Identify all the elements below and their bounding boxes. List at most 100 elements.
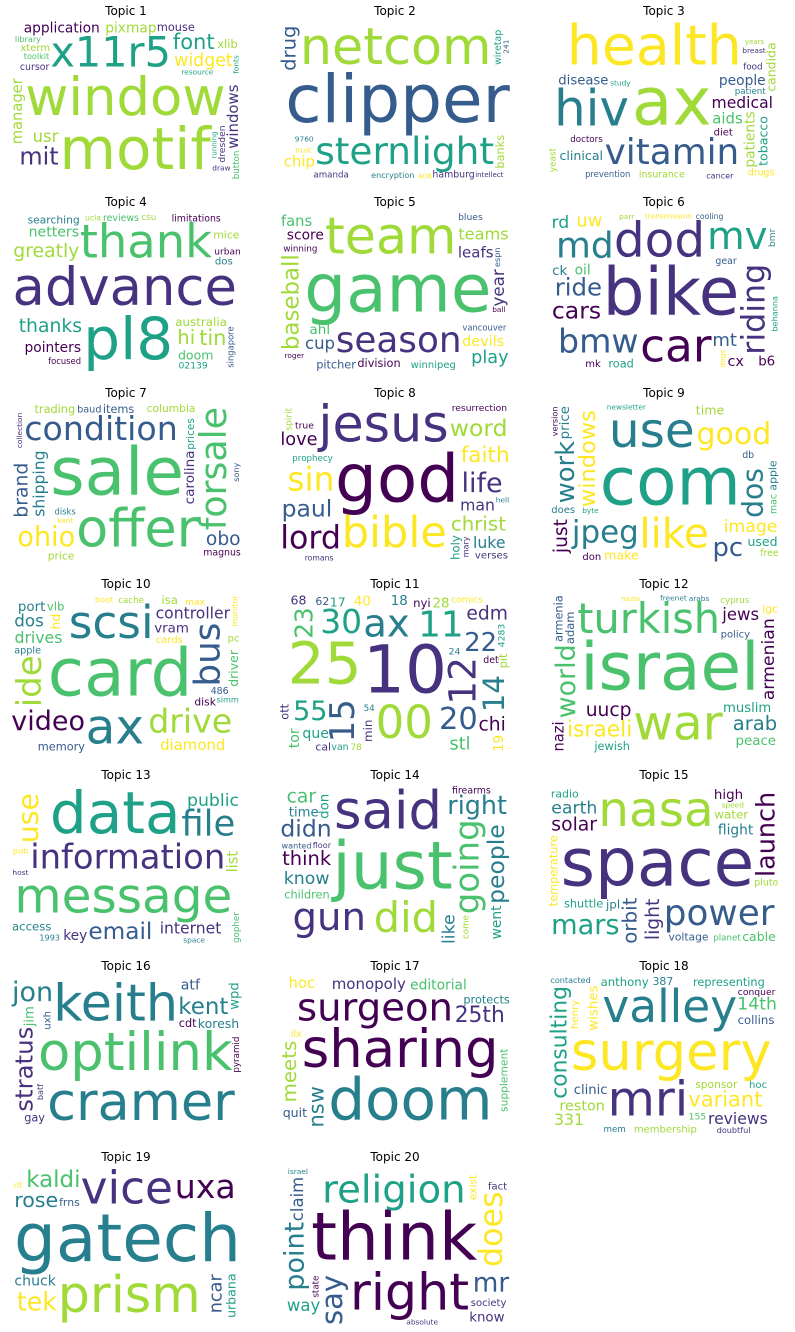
cloud-word: md bbox=[556, 225, 614, 266]
cloud-word: atf bbox=[181, 977, 201, 993]
cloud-word: dos bbox=[14, 611, 44, 631]
cloud-word: policy bbox=[721, 629, 751, 640]
cloud-word: australia bbox=[175, 315, 227, 329]
topic-panel: Topic 20 think right say religion mr does point… bbox=[279, 1150, 511, 1332]
cloud-word: toolkit bbox=[24, 51, 49, 61]
cloud-word: van bbox=[331, 742, 348, 753]
cloud-word: igc bbox=[762, 602, 778, 615]
word-cloud: sale offer forsale condition ohio shipping bra… bbox=[10, 403, 242, 563]
topic-title: Topic 8 bbox=[374, 386, 416, 400]
cloud-word: disk bbox=[194, 695, 216, 708]
cloud-word: consulting bbox=[548, 986, 573, 1099]
cloud-word: world bbox=[551, 644, 582, 718]
cloud-word: brand bbox=[12, 463, 33, 518]
cloud-word: editorial bbox=[410, 978, 467, 994]
cloud-word: sale bbox=[50, 434, 184, 511]
cloud-word: 28 bbox=[433, 596, 450, 611]
cloud-word: que bbox=[302, 726, 329, 742]
cloud-word: time bbox=[289, 806, 319, 821]
cloud-word: reviews bbox=[103, 213, 139, 224]
cloud-word: transmission bbox=[645, 212, 693, 221]
cloud-word: cal bbox=[315, 741, 331, 754]
cloud-word: water bbox=[714, 807, 748, 821]
cloud-word: diet bbox=[714, 128, 733, 139]
cloud-word: doctors bbox=[570, 135, 603, 145]
topic-panel: Topic 17 sharing doom surgeon meets 25th nsw mo… bbox=[279, 959, 511, 1141]
cloud-word: bmw bbox=[558, 322, 639, 361]
cloud-word: disks bbox=[55, 506, 76, 516]
cloud-word: pc bbox=[713, 533, 744, 563]
cloud-word: israeli bbox=[567, 718, 632, 743]
cloud-word: ride bbox=[555, 273, 602, 302]
cloud-word: mr bbox=[473, 1269, 510, 1299]
cloud-word: items bbox=[103, 403, 135, 416]
cloud-word: armenia bbox=[553, 595, 566, 642]
cloud-word: draw bbox=[212, 163, 230, 172]
cloud-word: mary bbox=[461, 536, 471, 557]
cloud-word: ohio bbox=[17, 522, 75, 553]
cloud-word: time bbox=[696, 403, 725, 418]
cloud-word: 11 bbox=[418, 605, 464, 646]
cloud-word: teams bbox=[458, 224, 508, 243]
cloud-word: representing bbox=[693, 976, 765, 989]
cloud-word: mars bbox=[551, 910, 620, 941]
cloud-word: car bbox=[640, 320, 712, 372]
cloud-word: jon bbox=[11, 977, 53, 1008]
cloud-word: jpl bbox=[605, 897, 620, 911]
cloud-word: manager bbox=[10, 77, 26, 144]
topic-panel: Topic 14 just said did gun going right think peo… bbox=[279, 768, 511, 950]
cloud-word: wishes bbox=[587, 985, 602, 1030]
cloud-word: don bbox=[318, 794, 333, 819]
cloud-word: nsw bbox=[304, 1086, 328, 1127]
cloud-word: xterm bbox=[20, 43, 50, 54]
cloud-word: behanna bbox=[769, 296, 779, 331]
cloud-word: nyi bbox=[413, 596, 431, 610]
cloud-word: cursor bbox=[20, 62, 50, 73]
word-cloud: surgery mri valley consulting variant reviews… bbox=[548, 976, 780, 1136]
cloud-word: offer bbox=[76, 499, 199, 560]
cloud-word: point bbox=[279, 1222, 310, 1291]
cloud-word: gear bbox=[715, 256, 736, 267]
cloud-word: know bbox=[469, 1311, 504, 1326]
word-cloud: 10 25 00 ax 12 11 15 30 20 14 55 22 23 edm chi min que pi… bbox=[279, 594, 511, 754]
cloud-word: team bbox=[325, 212, 457, 265]
cloud-word: conquer bbox=[738, 987, 776, 998]
cloud-word: peace bbox=[736, 734, 777, 749]
cloud-word: memory bbox=[38, 741, 86, 754]
cloud-word: advance bbox=[13, 257, 237, 318]
cloud-word: pluto bbox=[754, 878, 778, 889]
cloud-word: uxa bbox=[175, 1167, 236, 1206]
cloud-word: breast bbox=[742, 46, 765, 55]
cloud-word: used bbox=[748, 534, 778, 549]
cloud-word: file bbox=[181, 803, 235, 844]
cloud-word: 23 bbox=[289, 607, 318, 638]
cloud-word: sternlight bbox=[315, 129, 494, 173]
cloud-word: hamburg bbox=[432, 170, 474, 181]
cloud-word: stratus bbox=[10, 1027, 39, 1112]
word-cloud: ax health hiv vitamin medical people patients d… bbox=[548, 21, 780, 181]
cloud-word: 19 bbox=[492, 735, 507, 752]
cloud-word: luke bbox=[473, 533, 505, 552]
cloud-word: way bbox=[287, 1296, 321, 1315]
cloud-word: kent bbox=[57, 516, 73, 525]
cloud-word: 30 bbox=[320, 602, 362, 641]
cloud-word: email bbox=[88, 918, 152, 945]
cloud-word: 12 bbox=[440, 657, 484, 705]
cloud-word: version bbox=[549, 407, 559, 437]
cloud-word: 17 bbox=[330, 595, 346, 610]
cloud-word: resurrection bbox=[452, 403, 508, 414]
cloud-word: ball bbox=[492, 305, 505, 314]
cloud-word: winning bbox=[283, 245, 317, 255]
cloud-word: use bbox=[12, 793, 45, 843]
cloud-word: fact bbox=[488, 1181, 507, 1192]
cloud-word: ck bbox=[552, 264, 567, 279]
cloud-word: mouse bbox=[157, 21, 195, 34]
topic-title: Topic 15 bbox=[639, 768, 689, 782]
cloud-word: 486 bbox=[211, 686, 229, 697]
topic-title: Topic 9 bbox=[643, 386, 685, 400]
cloud-word: scsi bbox=[69, 596, 154, 649]
